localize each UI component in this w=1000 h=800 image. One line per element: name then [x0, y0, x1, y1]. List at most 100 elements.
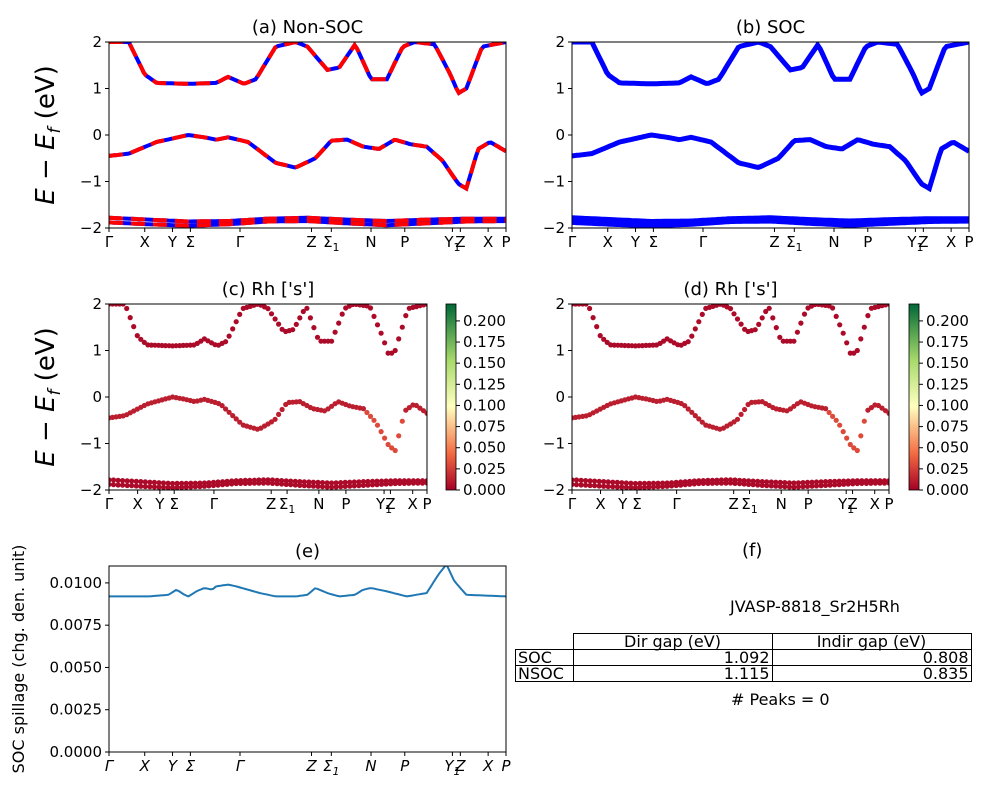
data-point	[782, 480, 788, 486]
x-tick-label: X	[408, 495, 418, 513]
data-point	[682, 403, 688, 409]
data-point	[731, 311, 737, 317]
data-point	[791, 338, 797, 344]
data-point	[276, 411, 282, 417]
data-point	[364, 409, 370, 416]
data-point	[374, 422, 381, 428]
data-point	[367, 413, 374, 419]
data-point	[583, 482, 589, 488]
data-point	[324, 480, 330, 486]
data-point	[268, 419, 275, 425]
data-point	[297, 479, 303, 485]
data-point	[283, 481, 289, 487]
x-tick-label: Y	[630, 233, 641, 251]
band-line	[572, 218, 969, 228]
data-point	[109, 477, 112, 483]
y-tick-label: 0.0075	[50, 616, 103, 634]
data-point	[188, 480, 194, 486]
y-tick-label: 2	[555, 33, 565, 51]
data-point	[823, 406, 829, 412]
data-point	[742, 406, 748, 413]
colorbar-tick-label: 0.025	[463, 460, 506, 478]
data-point	[872, 480, 879, 486]
data-point	[768, 479, 774, 485]
band-line	[109, 42, 506, 96]
gap-table-header-dir: Dir gap (eV)	[572, 633, 773, 650]
data-point	[619, 480, 625, 486]
data-point	[165, 484, 171, 490]
band-line	[109, 215, 506, 224]
data-point	[274, 481, 280, 487]
data-point	[170, 485, 176, 490]
spillage-group	[109, 566, 506, 598]
data-point	[841, 481, 847, 487]
data-point	[292, 478, 298, 484]
x-tick-label: Z	[769, 233, 779, 251]
data-point	[307, 315, 313, 321]
colorbar-tick-label: 0.000	[463, 481, 506, 499]
data-point	[174, 480, 180, 486]
data-point	[399, 324, 405, 330]
data-point	[689, 409, 695, 415]
data-point	[142, 483, 148, 490]
panel-title: (d) Rh ['s']	[683, 279, 777, 300]
data-point	[336, 320, 342, 326]
data-point	[858, 433, 864, 439]
data-point	[115, 477, 121, 483]
data-point	[151, 479, 157, 485]
x-tick-label: Z	[266, 495, 276, 513]
x-tick-label: P	[400, 233, 409, 251]
y-tick-label: 2	[92, 33, 102, 51]
data-point	[646, 484, 652, 490]
x-tick-label: Γ	[236, 757, 246, 775]
data-point	[124, 305, 130, 312]
x-tick-label: X	[140, 233, 150, 251]
data-point	[120, 478, 126, 484]
colorbar-tick-label: 0.150	[463, 354, 506, 372]
gap-table-row-label: NSOC	[515, 665, 574, 682]
data-point	[854, 480, 860, 487]
data-point	[297, 482, 303, 488]
data-point	[406, 405, 412, 411]
data-point	[782, 484, 788, 490]
data-point	[120, 482, 126, 488]
data-point	[587, 478, 593, 484]
data-point	[382, 435, 388, 441]
x-tick-label: P	[964, 233, 973, 251]
data-point	[424, 410, 427, 416]
data-point	[170, 480, 176, 487]
data-point	[850, 481, 856, 487]
scatter-group	[572, 304, 889, 490]
y-axis-label: E − Ef (eV)	[31, 65, 64, 205]
data-point	[840, 330, 846, 336]
x-tick-label: Y	[168, 757, 179, 775]
x-tick-label: Z	[305, 757, 317, 775]
x-tick-label: Y	[617, 495, 628, 513]
data-point	[306, 483, 312, 489]
data-point	[592, 483, 598, 489]
data-point	[332, 329, 338, 335]
data-point	[723, 480, 729, 486]
data-point	[809, 479, 815, 485]
band-line	[572, 132, 969, 193]
panel-title: (b) SOC	[736, 17, 805, 38]
data-point	[777, 483, 783, 489]
x-tick-label: P	[804, 495, 813, 513]
data-point	[288, 478, 294, 484]
x-tick-label: Σ	[186, 233, 195, 251]
data-point	[813, 479, 820, 485]
data-point	[251, 480, 257, 486]
bands-group	[109, 42, 506, 228]
data-point	[759, 315, 765, 321]
data-point	[356, 479, 362, 485]
data-point	[854, 447, 860, 454]
data-point	[572, 477, 575, 483]
data-point	[219, 403, 225, 409]
data-point	[773, 483, 779, 489]
data-point	[385, 441, 391, 448]
data-point	[342, 483, 348, 489]
x-tick-label: Y	[167, 233, 178, 251]
data-point	[279, 481, 285, 487]
data-point	[886, 410, 889, 416]
band-line	[572, 42, 969, 97]
